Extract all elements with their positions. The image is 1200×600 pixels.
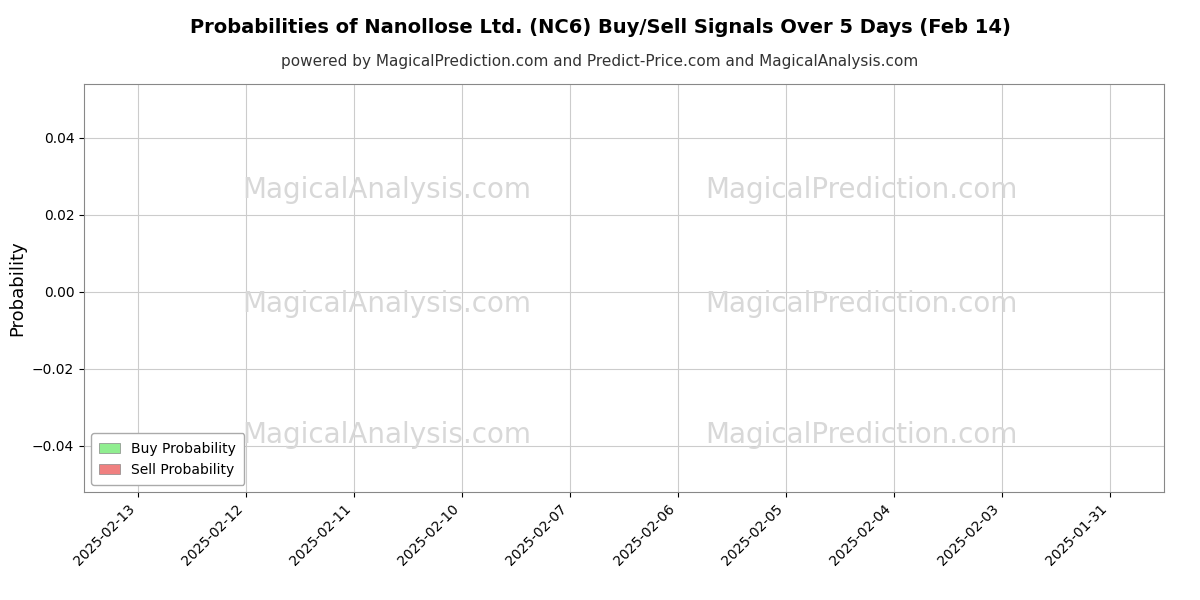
- Text: MagicalAnalysis.com: MagicalAnalysis.com: [242, 290, 530, 319]
- Text: Probabilities of Nanollose Ltd. (NC6) Buy/Sell Signals Over 5 Days (Feb 14): Probabilities of Nanollose Ltd. (NC6) Bu…: [190, 18, 1010, 37]
- Text: MagicalPrediction.com: MagicalPrediction.com: [706, 290, 1018, 319]
- Text: MagicalPrediction.com: MagicalPrediction.com: [706, 176, 1018, 204]
- Y-axis label: Probability: Probability: [8, 240, 26, 336]
- Text: powered by MagicalPrediction.com and Predict-Price.com and MagicalAnalysis.com: powered by MagicalPrediction.com and Pre…: [281, 54, 919, 69]
- Legend: Buy Probability, Sell Probability: Buy Probability, Sell Probability: [91, 433, 245, 485]
- Text: MagicalPrediction.com: MagicalPrediction.com: [706, 421, 1018, 449]
- Text: MagicalAnalysis.com: MagicalAnalysis.com: [242, 421, 530, 449]
- Text: MagicalAnalysis.com: MagicalAnalysis.com: [242, 176, 530, 204]
